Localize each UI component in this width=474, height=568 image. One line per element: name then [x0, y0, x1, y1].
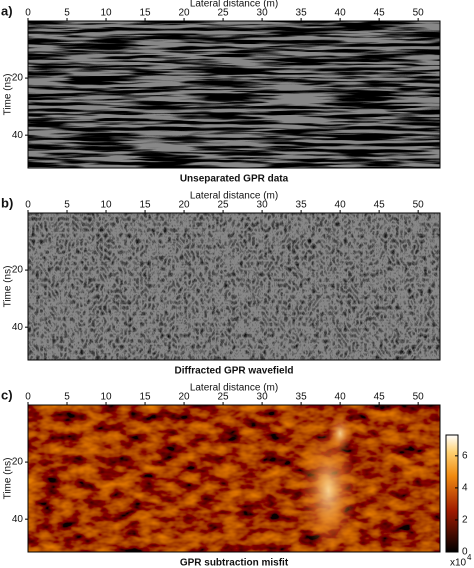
y-tick-label: 20	[12, 457, 24, 468]
x-tick-label: 40	[335, 8, 347, 19]
panel-label: c)	[1, 387, 13, 402]
x-tick-label: 0	[25, 8, 31, 19]
colorbar-tick-label: 6	[462, 450, 468, 461]
y-tick-label: 40	[12, 322, 24, 333]
x-tick-label: 10	[100, 8, 112, 19]
x-tick-label: 45	[374, 200, 386, 211]
y-axis-label: Time (ns)	[3, 266, 14, 308]
x-tick-label: 20	[178, 200, 190, 211]
x-tick-label: 20	[178, 392, 190, 403]
colorbar-exponent: 4	[467, 553, 472, 562]
panel-title: Diffracted GPR wavefield	[175, 366, 294, 377]
x-axis-label: Lateral distance (m)	[190, 383, 278, 394]
x-axis-label: Lateral distance (m)	[190, 191, 278, 202]
x-tick-label: 15	[139, 392, 151, 403]
panel-title: Unseparated GPR data	[180, 174, 289, 185]
x-tick-label: 25	[218, 200, 230, 211]
x-tick-label: 45	[374, 392, 386, 403]
x-tick-label: 30	[257, 200, 269, 211]
x-tick-label: 30	[257, 392, 269, 403]
y-axis-label: Time (ns)	[3, 458, 14, 500]
colorbar-multiplier: x10	[450, 558, 467, 568]
colorbar	[445, 434, 459, 553]
x-tick-label: 40	[335, 392, 347, 403]
x-tick-label: 0	[25, 392, 31, 403]
y-axis-label: Time (ns)	[3, 74, 14, 116]
x-axis-label: Lateral distance (m)	[190, 0, 278, 10]
x-tick-label: 20	[178, 8, 190, 19]
panel-title: GPR subtraction misfit	[180, 558, 289, 568]
image	[28, 405, 440, 552]
x-tick-label: 30	[257, 8, 269, 19]
plot-frame	[27, 212, 441, 361]
y-tick-label: 40	[12, 130, 24, 141]
panel-label: a)	[1, 3, 13, 18]
image	[28, 21, 440, 168]
panel-label: b)	[1, 195, 13, 210]
x-tick-label: 25	[218, 392, 230, 403]
y-tick-label: 20	[12, 73, 24, 84]
x-tick-label: 15	[139, 8, 151, 19]
x-tick-label: 35	[296, 8, 308, 19]
colorbar-tick-label: 2	[462, 515, 468, 526]
x-tick-label: 50	[413, 8, 425, 19]
x-tick-label: 50	[413, 392, 425, 403]
x-tick-label: 10	[100, 392, 112, 403]
x-tick-label: 25	[218, 8, 230, 19]
plot-frame	[27, 404, 441, 553]
x-tick-label: 10	[100, 200, 112, 211]
x-tick-label: 0	[25, 200, 31, 211]
x-tick-label: 15	[139, 200, 151, 211]
x-tick-label: 5	[64, 8, 70, 19]
bright-region	[300, 430, 357, 551]
colorbar-tick-label: 4	[462, 483, 468, 494]
x-tick-label: 45	[374, 8, 386, 19]
colorbar-tick-label: 0	[462, 547, 468, 558]
x-tick-label: 5	[64, 200, 70, 211]
x-tick-label: 50	[413, 200, 425, 211]
plot-frame	[27, 20, 441, 169]
y-tick-label: 40	[12, 514, 24, 525]
image	[28, 213, 440, 360]
x-tick-label: 35	[296, 200, 308, 211]
x-tick-label: 35	[296, 392, 308, 403]
x-tick-label: 40	[335, 200, 347, 211]
y-tick-label: 20	[12, 265, 24, 276]
x-tick-label: 5	[64, 392, 70, 403]
bright-region	[328, 415, 353, 452]
